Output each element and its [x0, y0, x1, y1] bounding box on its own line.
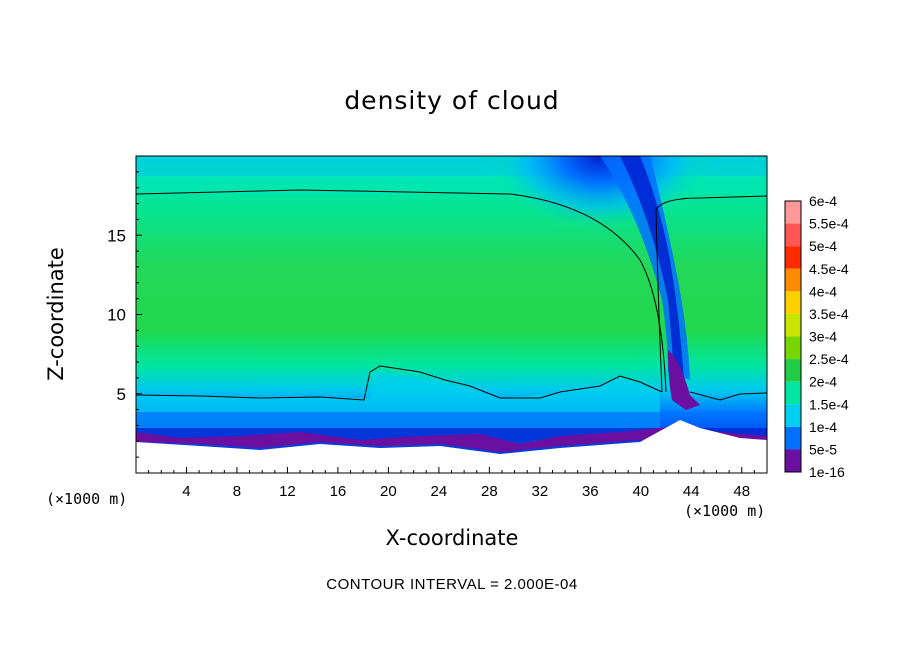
colorbar-label: 5.5e-4: [809, 216, 849, 232]
colorbar-swatch: [785, 246, 801, 269]
y-tick-label: 10: [107, 306, 126, 325]
y-tick-label: 5: [117, 385, 126, 404]
x-axis: 4 8 12 16 20 24 28 32 36 40 44 48: [148, 467, 755, 500]
colorbar-label: 4.5e-4: [809, 261, 849, 277]
x-unit-label-right: (×1000 m): [684, 502, 766, 520]
x-axis-label: X-coordinate: [385, 526, 519, 550]
x-tick-label: 4: [182, 483, 190, 500]
x-unit-label-left: (×1000 m): [46, 490, 128, 508]
y-axis-label: Z-coordinate: [44, 247, 68, 381]
colorbar-label: 3e-4: [809, 329, 837, 345]
colorbar-label: 5e-5: [809, 441, 837, 457]
x-tick-label: 8: [233, 483, 241, 500]
y-tick-label: 15: [107, 226, 126, 245]
colorbar-swatch: [785, 223, 801, 247]
colorbar-label: 3.5e-4: [809, 306, 849, 322]
colorbar-swatch: [785, 381, 801, 405]
colorbar-swatch: [785, 291, 801, 314]
colorbar: 6e-4 5.5e-4 5e-4 4.5e-4 4e-4 3.5e-4 3e-4 2.5e-4…: [784, 193, 849, 480]
colorbar-label: 6e-4: [809, 193, 837, 209]
colorbar-swatch: [785, 201, 801, 224]
x-tick-label: 24: [431, 483, 448, 500]
colorbar-swatch: [785, 268, 801, 292]
y-axis: 5 10 15: [107, 171, 142, 458]
colorbar-swatch: [785, 449, 801, 472]
x-tick-label: 36: [582, 483, 599, 500]
x-tick-label: 48: [733, 483, 750, 500]
colorbar-label: 2e-4: [809, 374, 837, 390]
heatmap-field: [136, 156, 767, 473]
contour-interval-note: CONTOUR INTERVAL = 2.000E-04: [326, 576, 578, 593]
x-tick-label: 44: [683, 483, 700, 500]
colorbar-swatch: [785, 404, 801, 427]
colorbar-swatch: [785, 313, 801, 337]
x-tick-label: 16: [330, 483, 347, 500]
x-tick-label: 20: [380, 483, 397, 500]
colorbar-swatch: [785, 426, 801, 450]
colorbar-label: 4e-4: [809, 283, 837, 299]
x-tick-label: 28: [481, 483, 498, 500]
chart-title: density of cloud: [344, 86, 560, 115]
colorbar-swatch: [785, 336, 801, 360]
colorbar-label: 5e-4: [809, 238, 837, 254]
colorbar-label: 1e-4: [809, 419, 837, 435]
x-tick-label: 12: [279, 483, 296, 500]
colorbar-label: 2.5e-4: [809, 351, 849, 367]
x-tick-label: 40: [632, 483, 649, 500]
colorbar-frame: [784, 200, 802, 473]
colorbar-swatch: [785, 359, 801, 382]
colorbar-label: 1.5e-4: [809, 396, 849, 412]
x-tick-label: 32: [531, 483, 548, 500]
colorbar-label: 1e-16: [809, 464, 845, 480]
